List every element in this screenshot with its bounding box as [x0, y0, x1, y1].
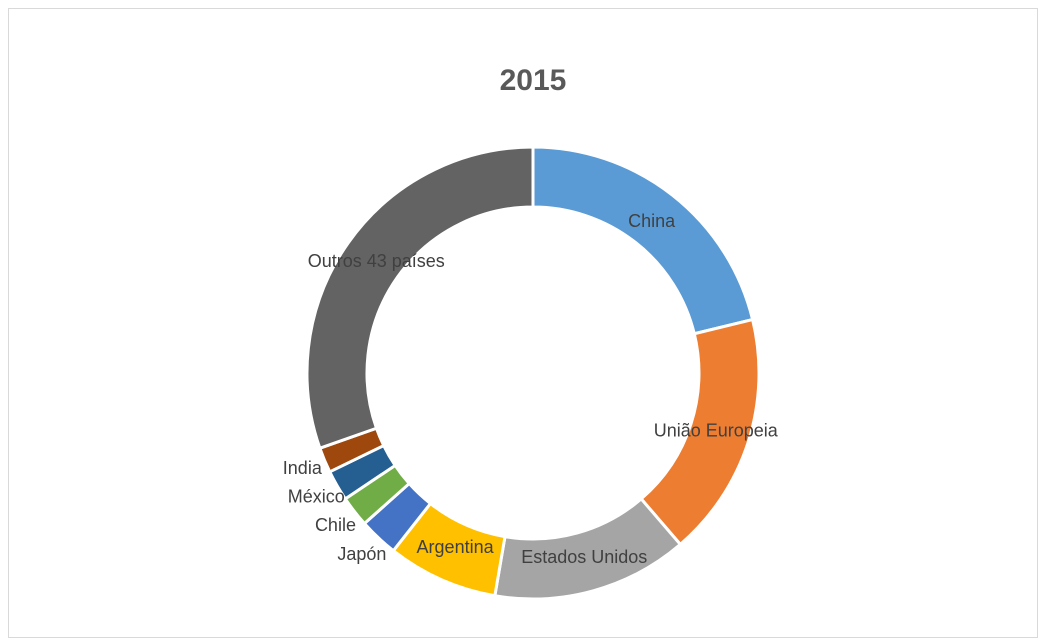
segment-label: Estados Unidos: [521, 547, 647, 567]
segment-label: União Europeia: [654, 421, 779, 441]
segment-label: Outros 43 países: [308, 251, 445, 271]
segment-label: Argentina: [417, 537, 495, 557]
segment-label: India: [283, 458, 323, 478]
segment-label: México: [288, 486, 345, 506]
segment-label: Chile: [315, 515, 356, 535]
segment-label: Japón: [337, 544, 386, 564]
segment-label: China: [628, 211, 676, 231]
chart-border: [8, 8, 1038, 638]
donut-segment: [305, 145, 535, 451]
chart-title: 2015: [500, 64, 567, 97]
